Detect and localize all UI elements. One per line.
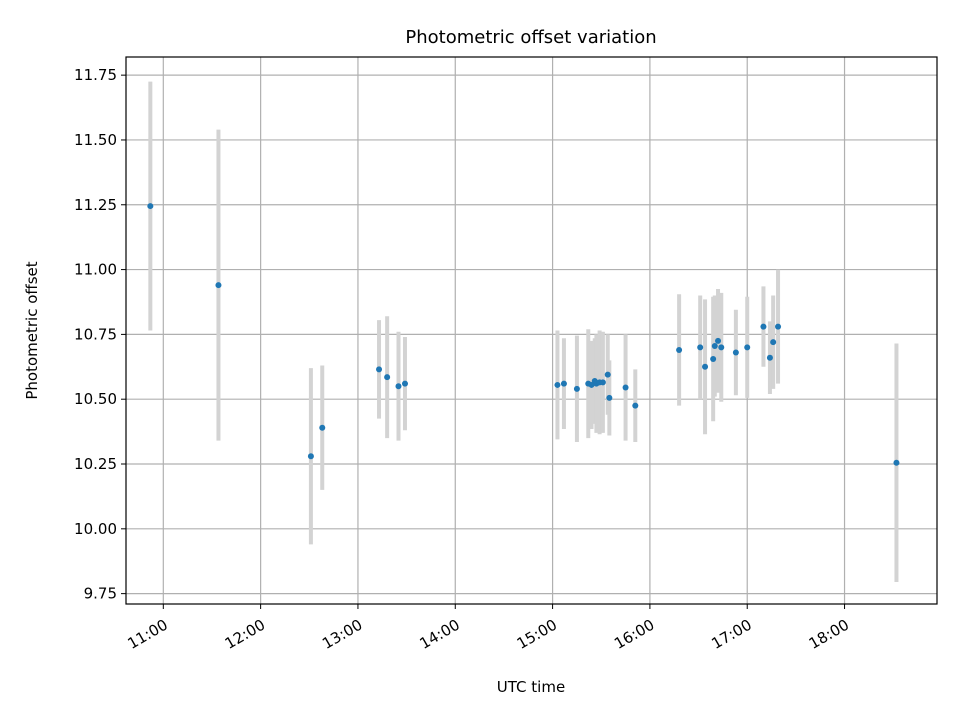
data-point xyxy=(401,380,408,387)
data-point xyxy=(215,282,222,289)
data-point xyxy=(622,384,629,391)
y-tick-label: 10.50 xyxy=(74,390,117,408)
data-point xyxy=(770,339,777,346)
data-point xyxy=(893,459,900,466)
data-point xyxy=(376,366,383,373)
data-point xyxy=(560,380,567,387)
data-point xyxy=(395,383,402,390)
y-tick-label: 11.00 xyxy=(74,261,117,279)
y-axis-label: Photometric offset xyxy=(23,261,41,399)
data-point xyxy=(732,349,739,356)
data-point xyxy=(307,453,314,460)
data-point xyxy=(573,385,580,392)
data-point xyxy=(711,343,718,350)
data-point xyxy=(715,337,722,344)
y-tick-label: 11.50 xyxy=(74,131,117,149)
data-point xyxy=(766,354,773,361)
data-point xyxy=(697,344,704,351)
y-tick-label: 10.25 xyxy=(74,455,117,473)
data-point xyxy=(554,381,561,388)
data-point xyxy=(775,323,782,330)
y-axis-ticks: 9.75 10.00 10.25 10.50 10.75 11.00 11.25 11.50 1… xyxy=(74,66,126,603)
data-point xyxy=(702,363,709,370)
data-points xyxy=(147,203,900,466)
grid xyxy=(126,57,937,604)
y-tick-label: 11.75 xyxy=(74,66,117,84)
y-tick-label: 11.25 xyxy=(74,196,117,214)
data-point xyxy=(147,203,154,210)
y-tick-label: 9.75 xyxy=(84,585,117,603)
data-point xyxy=(384,374,391,381)
plot-frame xyxy=(125,56,938,605)
data-point xyxy=(606,394,613,401)
data-point xyxy=(676,346,683,353)
y-tick-label: 10.75 xyxy=(74,325,117,343)
x-axis-label: UTC time xyxy=(497,678,565,696)
chart-title: Photometric offset variation xyxy=(405,27,656,48)
data-point xyxy=(319,424,326,431)
data-point xyxy=(760,323,767,330)
y-tick-label: 10.00 xyxy=(74,520,117,538)
data-point xyxy=(599,379,606,386)
data-point xyxy=(632,402,639,409)
data-point xyxy=(710,356,717,363)
data-point xyxy=(718,344,725,351)
data-point xyxy=(744,344,751,351)
data-point xyxy=(604,371,611,378)
